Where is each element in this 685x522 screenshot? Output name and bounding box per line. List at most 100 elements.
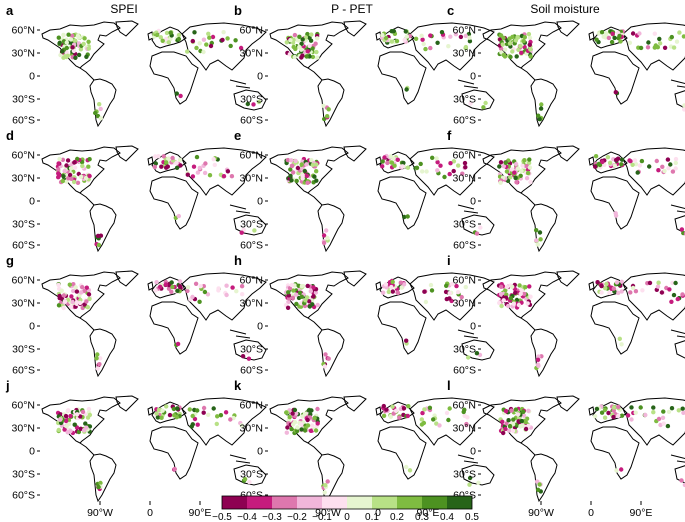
station-marker <box>224 292 229 298</box>
station-marker <box>537 482 542 487</box>
station-marker <box>201 405 207 411</box>
station-marker <box>633 162 639 167</box>
station-marker <box>220 37 225 43</box>
station-marker <box>174 165 180 170</box>
station-marker <box>668 162 673 167</box>
station-marker <box>228 43 233 49</box>
station-marker <box>611 286 616 291</box>
station-marker <box>508 54 513 60</box>
station-marker <box>451 168 456 174</box>
station-marker <box>382 155 387 160</box>
station-marker <box>399 285 404 290</box>
station-marker <box>315 55 320 60</box>
station-marker <box>506 418 511 423</box>
station-marker <box>314 169 319 174</box>
station-marker <box>422 407 427 412</box>
station-marker <box>326 356 331 361</box>
station-marker <box>656 416 662 422</box>
station-marker <box>201 410 206 415</box>
station-marker <box>640 288 645 293</box>
station-marker <box>661 421 666 426</box>
y-tick-label: 60°S <box>453 365 476 377</box>
station-marker <box>324 228 329 233</box>
station-marker <box>74 301 79 306</box>
station-marker <box>646 40 651 45</box>
station-marker <box>86 164 91 169</box>
station-marker <box>517 283 522 288</box>
station-marker <box>178 163 183 168</box>
y-tick-label: 60°N <box>453 25 476 37</box>
station-marker <box>619 289 624 294</box>
station-marker <box>463 44 469 50</box>
station-marker <box>305 180 310 185</box>
station-marker <box>509 408 514 413</box>
column-title: Soil moisture <box>530 2 600 16</box>
station-marker <box>632 158 638 163</box>
station-marker <box>629 417 634 422</box>
station-marker <box>637 163 642 168</box>
station-marker <box>454 283 459 289</box>
station-marker <box>74 289 80 294</box>
y-tick-label: 30°N <box>12 173 35 185</box>
station-marker <box>652 45 657 50</box>
station-marker <box>80 163 85 169</box>
station-marker <box>168 36 173 42</box>
station-marker <box>288 38 293 43</box>
station-marker <box>160 408 165 413</box>
station-marker <box>98 480 103 486</box>
station-marker <box>444 283 449 288</box>
station-marker <box>635 170 640 175</box>
station-marker <box>67 172 73 178</box>
station-marker <box>84 425 89 430</box>
station-marker <box>158 35 163 40</box>
station-marker <box>177 157 183 162</box>
station-marker <box>295 428 300 434</box>
station-marker <box>647 164 652 169</box>
station-marker <box>202 289 208 295</box>
station-marker <box>155 415 161 420</box>
station-marker <box>172 413 177 418</box>
station-marker <box>59 288 64 293</box>
station-marker <box>404 34 410 39</box>
station-marker <box>435 40 440 45</box>
station-marker <box>593 154 599 159</box>
colorbar-frame <box>221 495 473 510</box>
station-marker <box>669 34 674 40</box>
station-marker <box>682 482 685 488</box>
station-marker <box>62 168 67 174</box>
station-marker <box>523 426 529 432</box>
station-marker <box>292 407 298 413</box>
station-marker <box>287 286 293 291</box>
station-marker <box>291 288 296 293</box>
x-tick-label: 0 <box>588 507 594 519</box>
station-marker <box>507 423 513 429</box>
station-marker <box>428 282 434 288</box>
station-marker <box>449 281 455 287</box>
station-marker <box>63 413 69 419</box>
station-marker <box>516 47 521 52</box>
station-marker <box>178 93 183 99</box>
station-marker <box>71 179 77 185</box>
station-marker <box>94 356 99 361</box>
station-marker <box>446 44 451 49</box>
station-marker <box>381 403 386 409</box>
colorbar-segment <box>247 496 272 509</box>
station-marker <box>314 178 319 183</box>
station-marker <box>423 46 428 52</box>
map-panel: 60°N 30°N 0 30°S 60°S <box>12 270 267 377</box>
station-marker <box>390 404 395 409</box>
station-marker <box>391 28 396 34</box>
station-marker <box>245 101 250 107</box>
station-marker <box>78 426 83 431</box>
station-marker <box>73 285 78 290</box>
y-tick-label: 60°N <box>453 400 476 412</box>
station-marker <box>671 45 677 50</box>
station-marker <box>305 423 311 428</box>
station-marker <box>515 412 521 417</box>
station-marker <box>398 280 403 285</box>
station-marker <box>638 45 644 51</box>
station-marker <box>234 289 239 294</box>
station-marker <box>534 228 539 233</box>
station-marker <box>87 412 93 418</box>
